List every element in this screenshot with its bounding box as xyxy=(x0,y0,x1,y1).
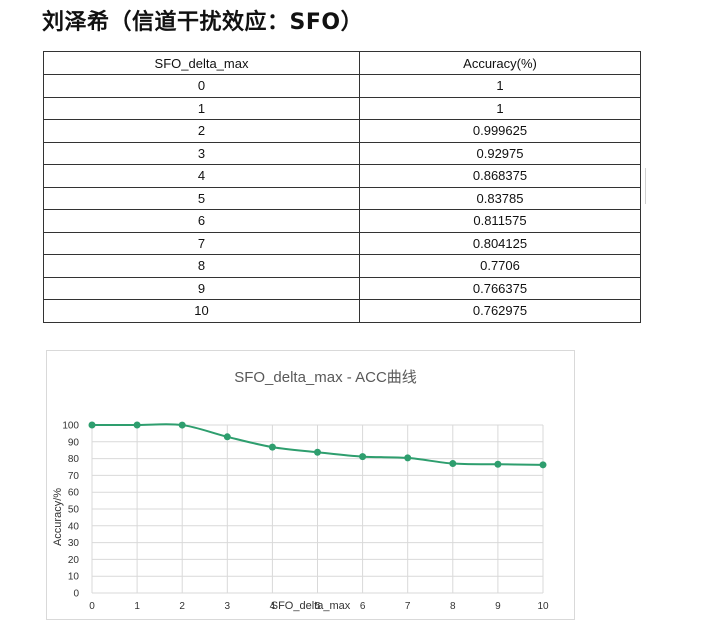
y-tick-label: 30 xyxy=(68,538,80,549)
y-tick-label: 10 xyxy=(68,572,80,583)
cell-sfo-value: 7 xyxy=(43,231,360,255)
y-tick-label: 100 xyxy=(62,421,79,432)
cell-sfo-value: 5 xyxy=(43,186,360,210)
data-point xyxy=(178,421,186,429)
y-tick-label: 0 xyxy=(73,589,79,600)
x-tick-label: 4 xyxy=(270,601,276,612)
cell-accuracy-value: 0.83785 xyxy=(359,186,641,210)
x-tick-label: 2 xyxy=(179,601,185,612)
x-tick-label: 10 xyxy=(537,601,549,612)
x-axis-label: SFO_delta_max xyxy=(271,600,351,612)
cell-accuracy-value: 1 xyxy=(359,96,641,120)
chart-svg: SFO_delta_max - ACC曲线0102030405060708090… xyxy=(52,369,549,612)
cell-accuracy-value: 0.92975 xyxy=(359,141,641,165)
column-header-sfo: SFO_delta_max xyxy=(43,51,360,75)
cell-accuracy-value: 0.762975 xyxy=(359,299,641,323)
cell-sfo-value: 8 xyxy=(43,254,360,278)
table-row: 9 0.766375 xyxy=(43,276,641,300)
accuracy-chart: SFO_delta_max - ACC曲线 0 10 20 30 40 50 60 70 80 90… xyxy=(46,350,575,620)
data-point xyxy=(268,443,276,451)
y-tick-label: 90 xyxy=(68,437,80,448)
x-tick-label: 1 xyxy=(134,601,140,612)
cell-sfo-value: 6 xyxy=(43,209,360,233)
x-tick-label: 0 xyxy=(89,601,95,612)
x-tick-label: 5 xyxy=(315,601,321,612)
x-tick-label: 3 xyxy=(225,601,231,612)
y-tick-label: 70 xyxy=(68,471,80,482)
sheet-edge-line xyxy=(645,168,646,204)
y-tick-label: 50 xyxy=(68,505,80,516)
data-point xyxy=(404,454,412,462)
table-header-row: SFO_delta_max Accuracy(%) xyxy=(43,51,641,75)
page-heading: 刘泽希（信道干扰效应：SFO） xyxy=(42,10,364,35)
table-row: 6 0.811575 xyxy=(43,209,641,233)
table-row: 3 0.92975 xyxy=(43,141,641,165)
cell-accuracy-value: 0.804125 xyxy=(359,231,641,255)
cell-sfo-value: 9 xyxy=(43,276,360,300)
cell-accuracy-value: 0.7706 xyxy=(359,254,641,278)
x-tick-label: 6 xyxy=(360,601,366,612)
table-row: 8 0.7706 xyxy=(43,254,641,278)
cell-sfo-value: 2 xyxy=(43,119,360,143)
data-point xyxy=(314,448,321,456)
data-point xyxy=(539,461,547,469)
cell-accuracy-value: 0.766375 xyxy=(359,276,641,300)
chart-title: SFO_delta_max - ACC曲线 xyxy=(234,369,417,386)
cell-sfo-value: 10 xyxy=(43,299,360,323)
results-table: SFO_delta_max Accuracy(%) 0 1 1 1 2 0.999625 3… xyxy=(43,51,641,323)
cell-accuracy-value: 0.811575 xyxy=(359,209,641,233)
y-axis-label: Accuracy/% xyxy=(52,488,64,546)
cell-accuracy-value: 1 xyxy=(359,74,641,98)
cell-sfo-value: 1 xyxy=(43,96,360,120)
column-header-accuracy: Accuracy(%) xyxy=(359,51,641,75)
cell-accuracy-value: 0.999625 xyxy=(359,119,641,143)
data-point xyxy=(223,433,231,441)
cell-sfo-value: 3 xyxy=(43,141,360,165)
table-row: 2 0.999625 xyxy=(43,119,641,143)
y-tick-label: 40 xyxy=(68,521,80,532)
data-point xyxy=(359,453,367,461)
data-point xyxy=(133,421,141,429)
y-tick-label: 60 xyxy=(68,488,80,499)
data-point xyxy=(449,460,457,468)
table-row: 7 0.804125 xyxy=(43,231,641,255)
table-row: 10 0.762975 xyxy=(43,299,641,323)
x-tick-label: 9 xyxy=(495,601,501,612)
y-tick-label: 80 xyxy=(68,454,80,465)
cell-sfo-value: 0 xyxy=(43,74,360,98)
y-tick-label: 20 xyxy=(68,555,80,566)
data-point xyxy=(88,421,96,429)
cell-accuracy-value: 0.868375 xyxy=(359,164,641,188)
data-point xyxy=(494,460,502,468)
x-tick-label: 7 xyxy=(405,601,411,612)
x-tick-label: 8 xyxy=(450,601,456,612)
table-row: 5 0.83785 xyxy=(43,186,641,210)
cell-sfo-value: 4 xyxy=(43,164,360,188)
table-row: 4 0.868375 xyxy=(43,164,641,188)
